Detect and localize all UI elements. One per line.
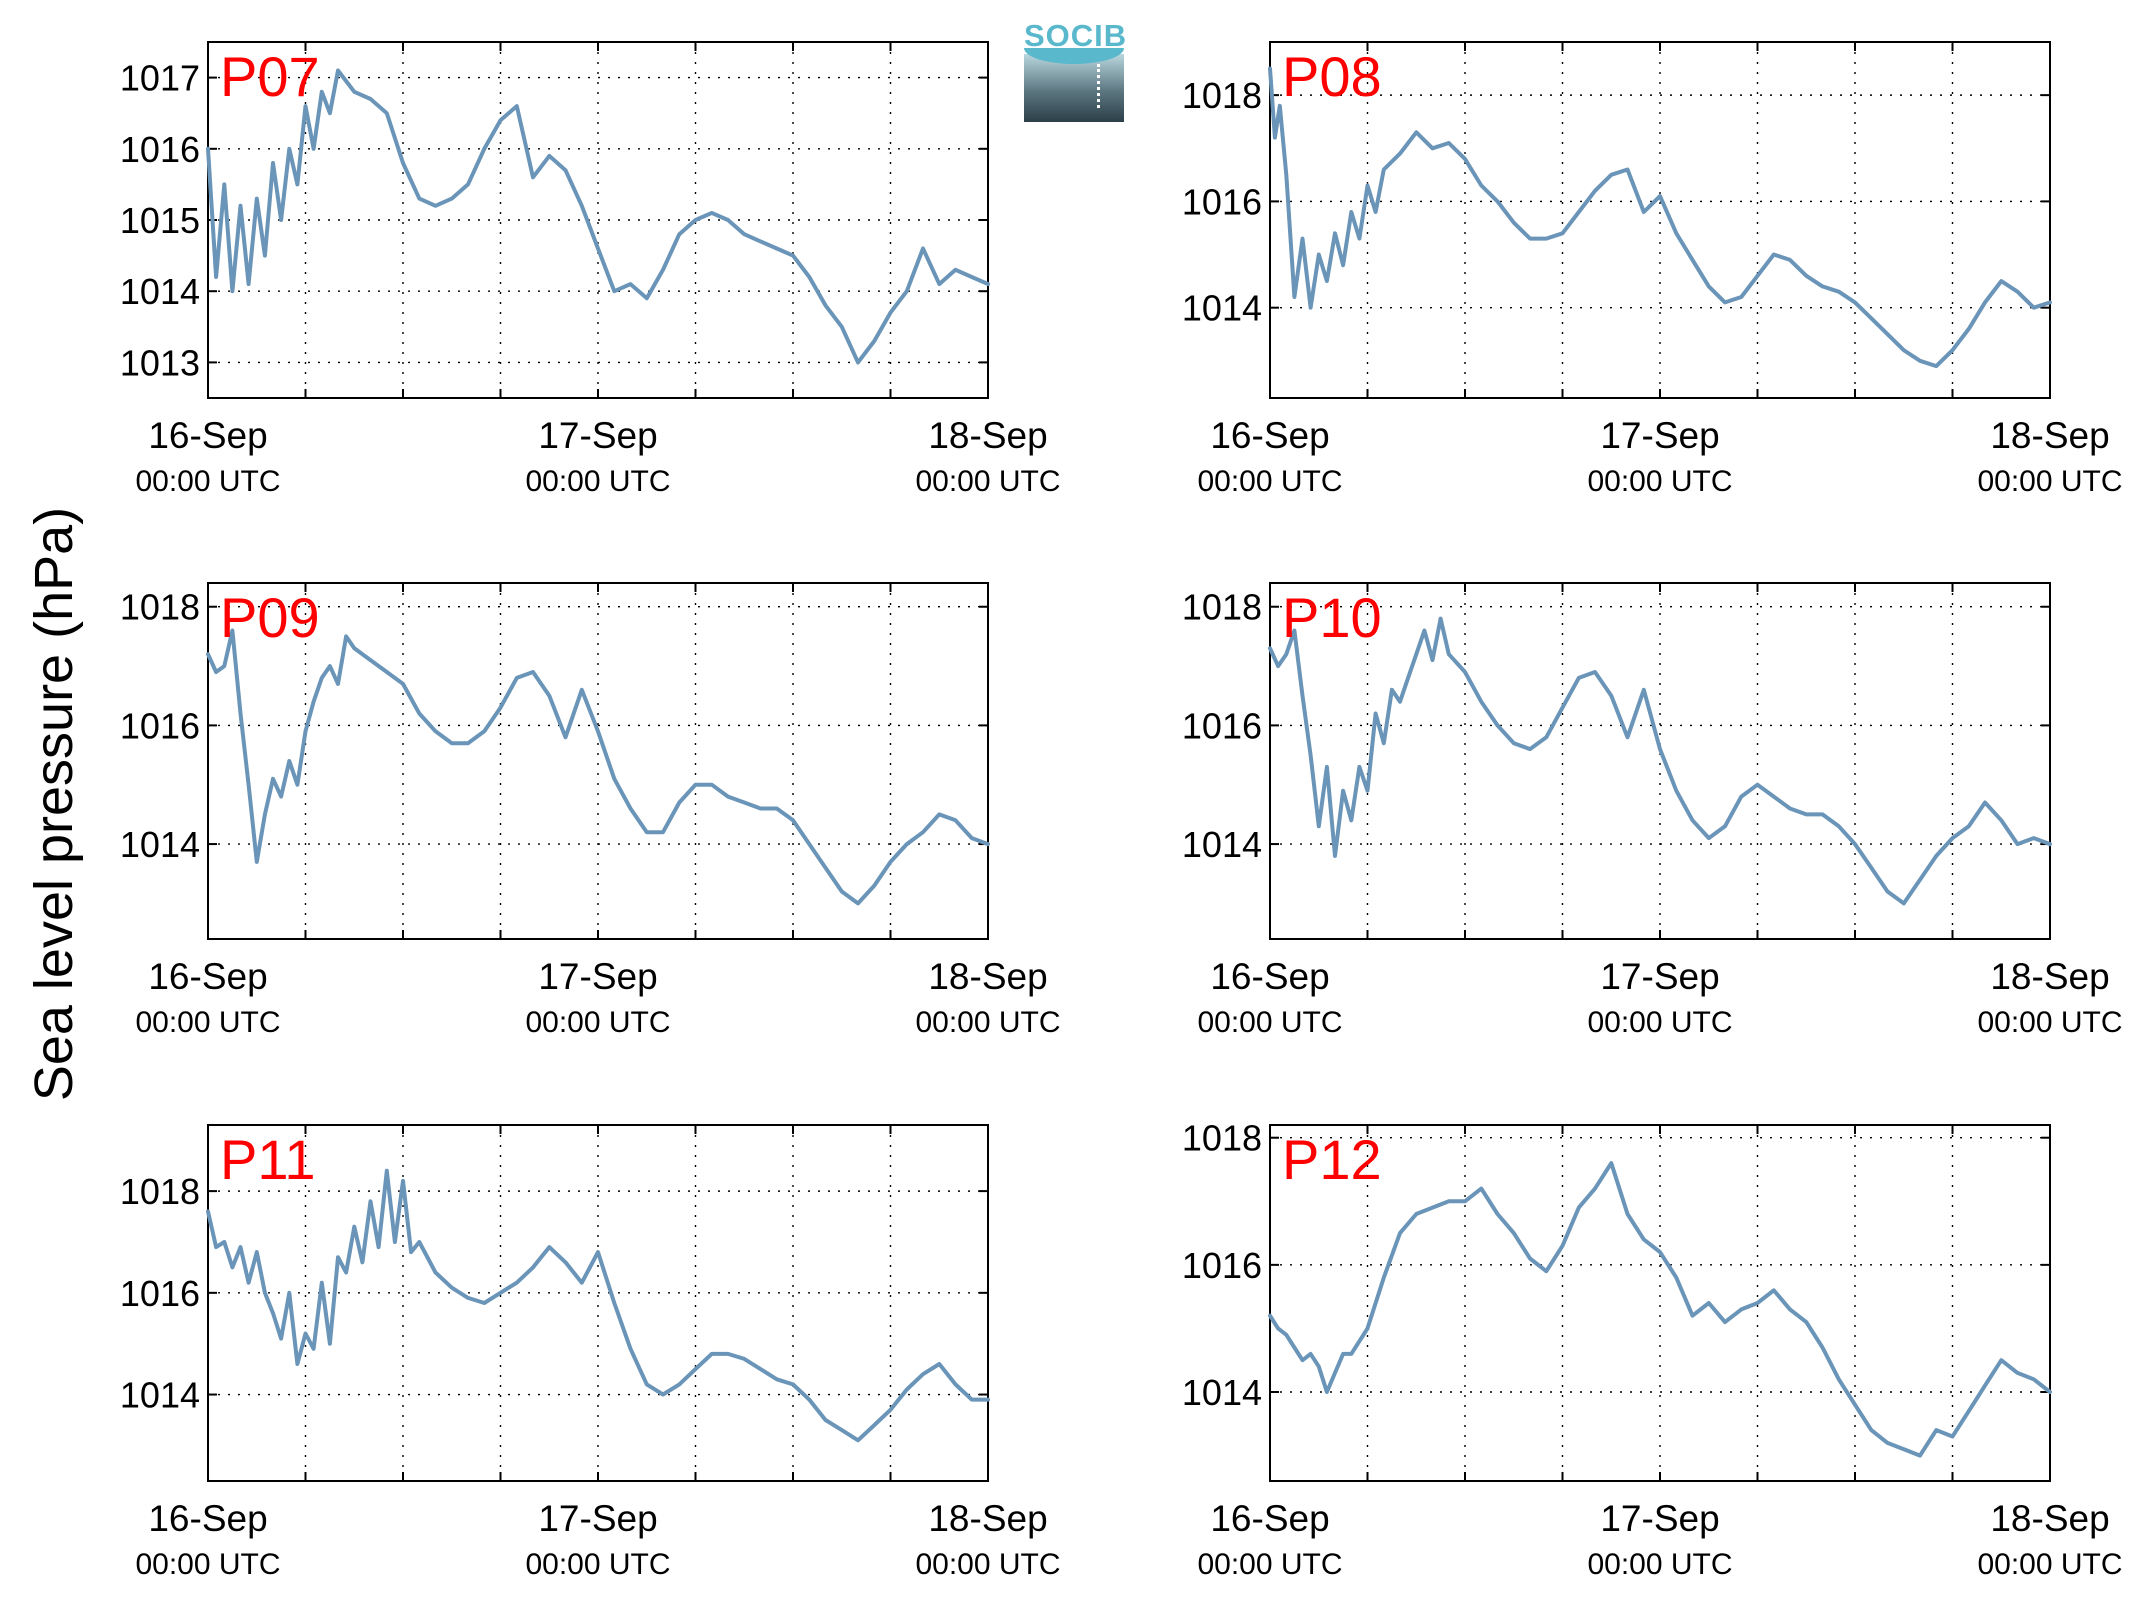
panel-label: P12 <box>1282 1128 1382 1191</box>
panel-p11: 1014 1016 1018 16-Sep 00:00 UTC 17-Sep 00:00 U… <box>120 1124 1061 1581</box>
series-line-p10 <box>1268 616 2052 906</box>
logo-wave <box>1024 48 1124 64</box>
x-tick-label-time: 00:00 UTC <box>135 1006 280 1039</box>
y-tick-label: 1016 <box>1182 1245 1262 1286</box>
y-axis-label: Sea level pressure (hPa) <box>24 506 84 1102</box>
panel-p07: 1013 1014 1015 1016 1017 16-Sep 00:00 UTC 17-Se… <box>120 41 1061 498</box>
y-tick-label: 1014 <box>1182 824 1262 865</box>
y-tick-label: 1018 <box>1182 75 1262 116</box>
x-tick-label-date: 16-Sep <box>1210 415 1329 456</box>
panel-label: P09 <box>220 586 320 649</box>
x-tick-label-date: 18-Sep <box>928 415 1047 456</box>
y-tick-label: 1013 <box>120 342 200 383</box>
plot-frame <box>207 582 989 940</box>
series-line-p11 <box>206 1168 990 1443</box>
plot-frame <box>1269 1124 2051 1482</box>
x-tick-label-time: 00:00 UTC <box>1197 1006 1342 1039</box>
series-line-p12 <box>1268 1161 2052 1458</box>
x-tick-label-time: 00:00 UTC <box>1197 465 1342 498</box>
logo-box <box>1024 54 1124 122</box>
x-tick-label-date: 16-Sep <box>148 1498 267 1539</box>
x-tick-label-time: 00:00 UTC <box>1977 465 2122 498</box>
panel-p10: 1014 1016 1018 16-Sep 00:00 UTC 17-Sep 00:00 U… <box>1182 582 2123 1039</box>
x-tick-label-date: 18-Sep <box>928 1498 1047 1539</box>
x-tick-label-time: 00:00 UTC <box>135 465 280 498</box>
y-tick-label: 1018 <box>1182 1118 1262 1159</box>
series-line-p07 <box>206 68 990 365</box>
y-tick-label: 1014 <box>120 1375 200 1416</box>
x-tick-label-time: 00:00 UTC <box>1977 1548 2122 1581</box>
x-tick-label-time: 00:00 UTC <box>1587 1548 1732 1581</box>
y-tick-label: 1016 <box>120 705 200 746</box>
x-tick-label-time: 00:00 UTC <box>1977 1006 2122 1039</box>
panel-p12: 1014 1016 1018 16-Sep 00:00 UTC 17-Sep 00:00 U… <box>1182 1118 2123 1581</box>
panel-label: P11 <box>220 1128 315 1191</box>
series-line-p09 <box>206 628 990 906</box>
x-tick-label-date: 17-Sep <box>538 956 657 997</box>
x-tick-label-time: 00:00 UTC <box>1587 465 1732 498</box>
y-tick-label: 1018 <box>120 587 200 628</box>
y-tick-label: 1016 <box>1182 705 1262 746</box>
logo-dots <box>1097 64 1100 108</box>
x-tick-label-date: 17-Sep <box>538 1498 657 1539</box>
socib-logo: SOCIB <box>1024 18 1128 122</box>
plot-frame <box>1269 582 2051 940</box>
panel-label: P08 <box>1282 45 1382 108</box>
y-tick-label: 1016 <box>120 129 200 170</box>
panel-p08: 1014 1016 1018 16-Sep 00:00 UTC 17-Sep 00:00 U… <box>1182 41 2123 498</box>
y-tick-label: 1016 <box>1182 181 1262 222</box>
x-tick-label-time: 00:00 UTC <box>525 1006 670 1039</box>
y-tick-label: 1014 <box>1182 1372 1262 1413</box>
y-tick-label: 1014 <box>120 271 200 312</box>
x-tick-label-time: 00:00 UTC <box>915 465 1060 498</box>
x-tick-label-time: 00:00 UTC <box>525 465 670 498</box>
x-tick-label-date: 18-Sep <box>1990 956 2109 997</box>
x-tick-label-date: 17-Sep <box>1600 1498 1719 1539</box>
x-tick-label-time: 00:00 UTC <box>135 1548 280 1581</box>
x-tick-label-date: 17-Sep <box>538 415 657 456</box>
panel-label: P10 <box>1282 586 1382 649</box>
x-tick-label-date: 16-Sep <box>1210 1498 1329 1539</box>
logo-text: SOCIB <box>1024 18 1128 53</box>
x-tick-label-date: 18-Sep <box>928 956 1047 997</box>
x-tick-label-time: 00:00 UTC <box>1197 1548 1342 1581</box>
panel-label: P07 <box>220 45 320 108</box>
x-tick-label-date: 17-Sep <box>1600 415 1719 456</box>
x-tick-label-date: 16-Sep <box>1210 956 1329 997</box>
x-tick-label-date: 18-Sep <box>1990 1498 2109 1539</box>
y-tick-label: 1015 <box>120 200 200 241</box>
x-tick-label-time: 00:00 UTC <box>915 1548 1060 1581</box>
y-tick-label: 1014 <box>1182 288 1262 329</box>
y-tick-label: 1017 <box>120 58 200 99</box>
x-tick-label-time: 00:00 UTC <box>1587 1006 1732 1039</box>
y-tick-label: 1018 <box>120 1171 200 1212</box>
y-tick-label: 1016 <box>120 1273 200 1314</box>
y-tick-label: 1014 <box>120 824 200 865</box>
x-tick-label-date: 17-Sep <box>1600 956 1719 997</box>
x-tick-label-time: 00:00 UTC <box>915 1006 1060 1039</box>
x-tick-label-date: 18-Sep <box>1990 415 2109 456</box>
x-tick-label-date: 16-Sep <box>148 415 267 456</box>
series-line-p08 <box>1268 66 2052 369</box>
panel-p09: 1014 1016 1018 16-Sep 00:00 UTC 17-Sep 00:00 U… <box>120 582 1061 1039</box>
y-tick-label: 1018 <box>1182 587 1262 628</box>
x-tick-label-date: 16-Sep <box>148 956 267 997</box>
x-tick-label-time: 00:00 UTC <box>525 1548 670 1581</box>
